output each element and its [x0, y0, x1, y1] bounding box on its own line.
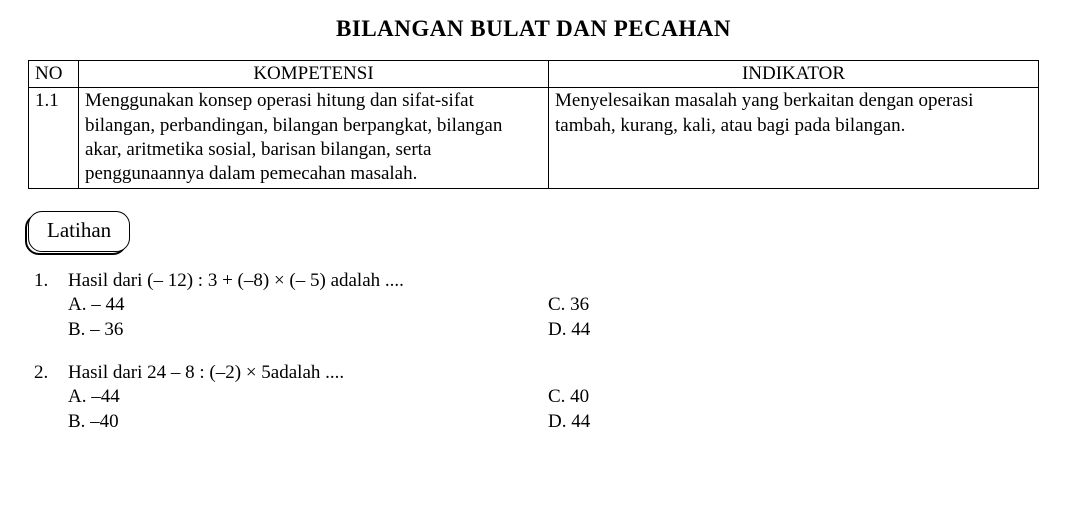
header-kompetensi: KOMPETENSI	[79, 61, 549, 88]
choice-a: A. – 44	[68, 292, 548, 317]
choice-c: C. 40	[548, 384, 1039, 409]
choice-b: B. –40	[68, 409, 548, 434]
choice-a: A. –44	[68, 384, 548, 409]
question-item: 2. Hasil dari 24 – 8 : (–2) × 5adalah ..…	[34, 362, 1039, 434]
latihan-badge: Latihan	[28, 211, 130, 252]
cell-kompetensi: Menggunakan konsep operasi hitung dan si…	[79, 88, 549, 188]
page-title: BILANGAN BULAT DAN PECAHAN	[28, 16, 1039, 42]
choice-c: C. 36	[548, 292, 1039, 317]
question-stem: Hasil dari 24 – 8 : (–2) × 5adalah ....	[68, 362, 1039, 384]
kompetensi-table: NO KOMPETENSI INDIKATOR 1.1 Menggunakan …	[28, 60, 1039, 189]
question-number: 1.	[34, 270, 68, 342]
question-choices: A. – 44 C. 36 B. – 36 D. 44	[68, 292, 1039, 342]
table-header-row: NO KOMPETENSI INDIKATOR	[29, 61, 1039, 88]
question-item: 1. Hasil dari (– 12) : 3 + (–8) × (– 5) …	[34, 270, 1039, 342]
header-no: NO	[29, 61, 79, 88]
table-row: 1.1 Menggunakan konsep operasi hitung da…	[29, 88, 1039, 188]
question-stem: Hasil dari (– 12) : 3 + (–8) × (– 5) ada…	[68, 270, 1039, 292]
question-choices: A. –44 C. 40 B. –40 D. 44	[68, 384, 1039, 434]
cell-no: 1.1	[29, 88, 79, 188]
cell-indikator: Menyelesaikan masalah yang berkaitan den…	[549, 88, 1039, 188]
latihan-label: Latihan	[28, 211, 130, 252]
choice-d: D. 44	[548, 409, 1039, 434]
question-list: 1. Hasil dari (– 12) : 3 + (–8) × (– 5) …	[34, 270, 1039, 434]
choice-b: B. – 36	[68, 317, 548, 342]
choice-d: D. 44	[548, 317, 1039, 342]
header-indikator: INDIKATOR	[549, 61, 1039, 88]
question-number: 2.	[34, 362, 68, 434]
